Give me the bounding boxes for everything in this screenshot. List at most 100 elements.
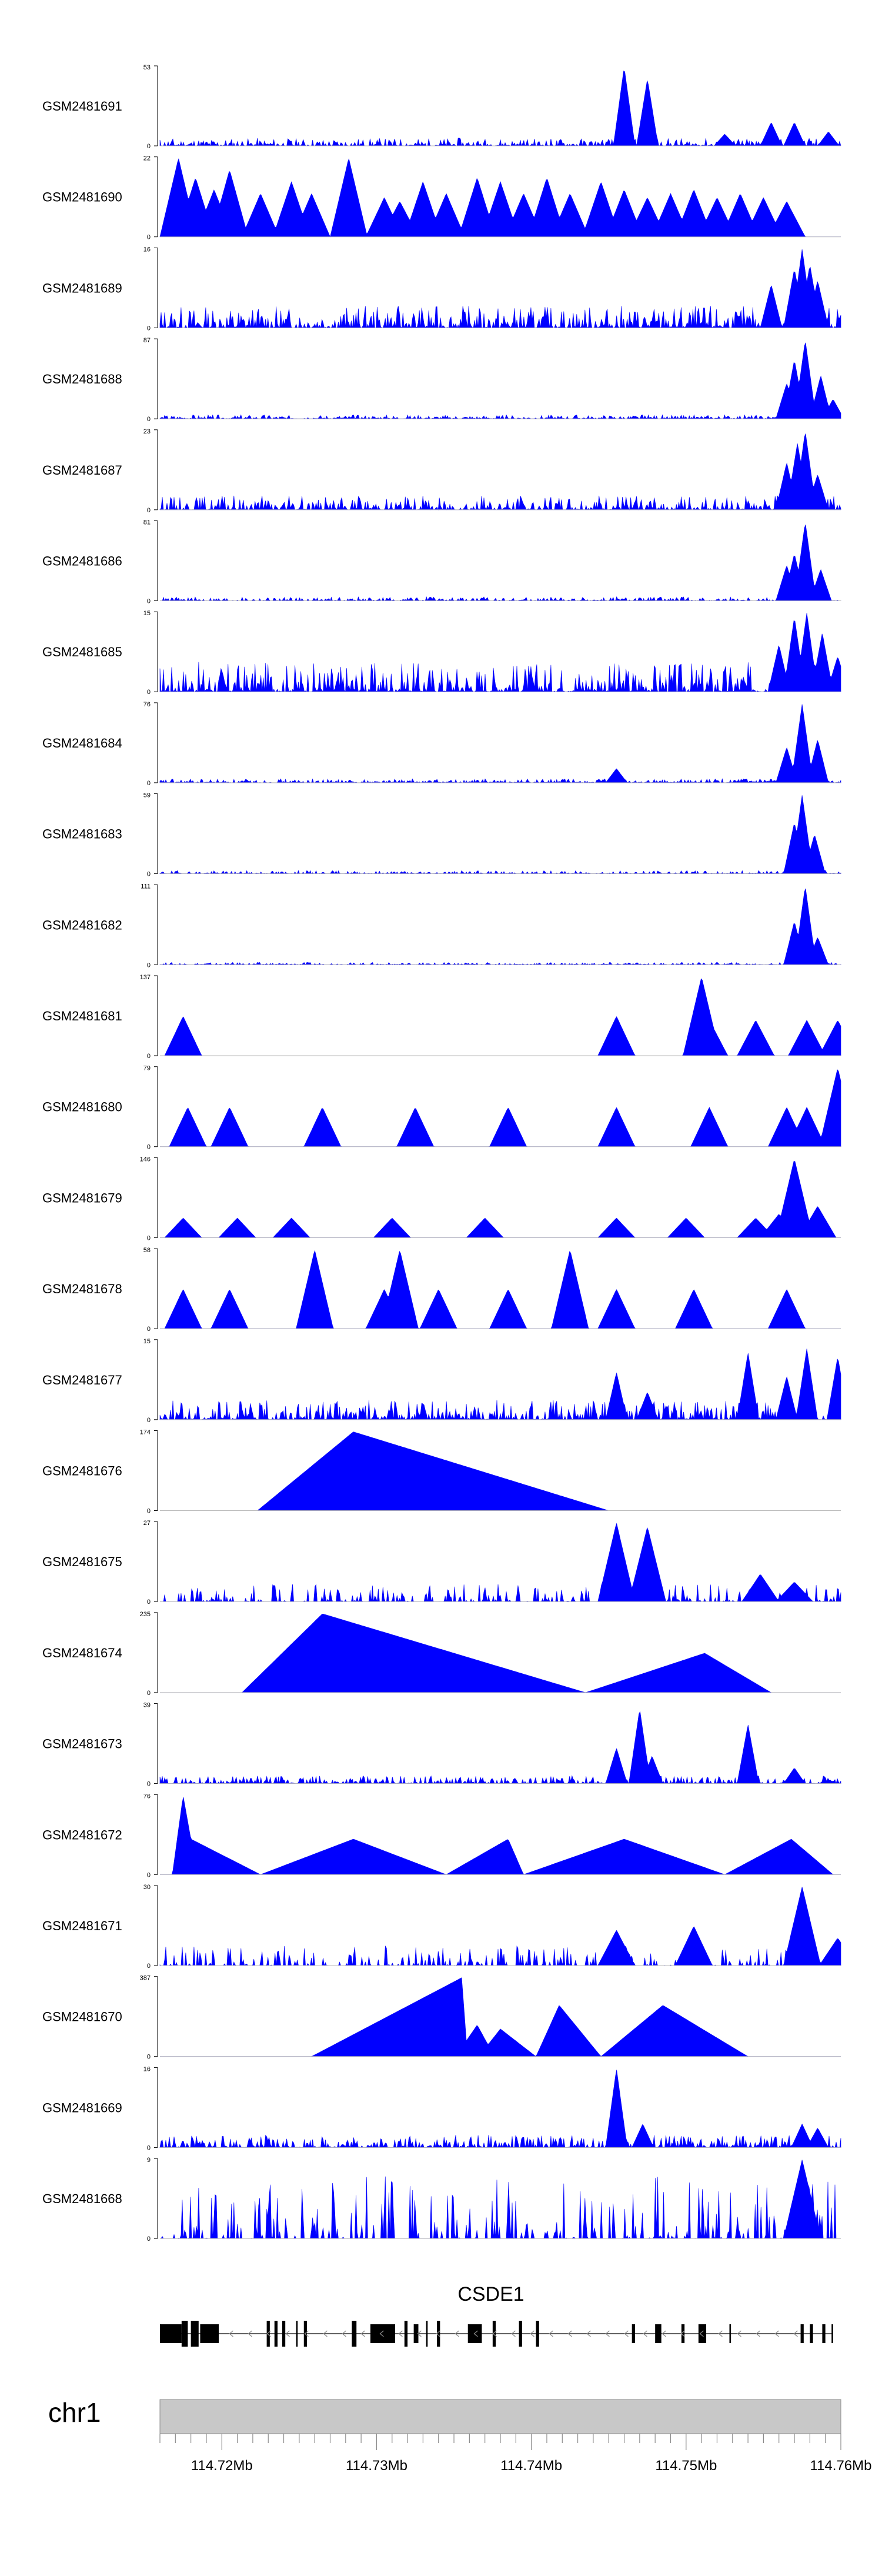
track-GSM2481671: GSM2481671 30 0 bbox=[42, 1884, 841, 1970]
exon bbox=[370, 2324, 396, 2343]
y-min-label: 0 bbox=[147, 780, 151, 787]
coverage-area bbox=[159, 795, 841, 875]
coverage-area bbox=[160, 1069, 841, 1147]
coverage-area bbox=[160, 1160, 841, 1238]
track-GSM2481684: GSM2481684 76 0 bbox=[42, 701, 841, 787]
y-max-label: 59 bbox=[143, 792, 151, 799]
strand-arrow bbox=[417, 2330, 422, 2337]
track-GSM2481673: GSM2481673 39 0 bbox=[42, 1702, 841, 1788]
exon bbox=[437, 2321, 440, 2347]
strand-arrow bbox=[624, 2330, 629, 2337]
y-max-label: 387 bbox=[140, 1975, 151, 1982]
track-GSM2481668: GSM2481668 9 0 bbox=[42, 2157, 841, 2243]
coverage-area bbox=[160, 1250, 841, 1329]
exon bbox=[467, 2324, 482, 2343]
y-max-label: 76 bbox=[143, 701, 151, 708]
coverage-area bbox=[159, 613, 841, 693]
y-max-label: 81 bbox=[143, 519, 151, 526]
strand-arrow bbox=[511, 2330, 516, 2337]
gene-model: CSDE1 bbox=[160, 2283, 833, 2347]
exon bbox=[536, 2321, 539, 2347]
strand-arrow bbox=[567, 2330, 572, 2337]
track-GSM2481685: GSM2481685 15 0 bbox=[42, 610, 841, 696]
coverage-area bbox=[160, 1523, 841, 1603]
coverage-area bbox=[159, 1349, 841, 1420]
y-max-label: 58 bbox=[143, 1247, 151, 1254]
coverage-area bbox=[159, 2070, 841, 2148]
strand-arrow bbox=[680, 2330, 685, 2337]
track-label: GSM2481690 bbox=[42, 190, 122, 205]
track-label: GSM2481683 bbox=[42, 827, 122, 842]
y-min-label: 0 bbox=[147, 598, 151, 605]
track-label: GSM2481669 bbox=[42, 2100, 122, 2115]
exon bbox=[492, 2321, 496, 2347]
track-label: GSM2481677 bbox=[42, 1373, 122, 1387]
track-label: GSM2481668 bbox=[42, 2191, 122, 2206]
y-max-label: 235 bbox=[140, 1611, 151, 1618]
track-label: GSM2481674 bbox=[42, 1646, 122, 1660]
track-label: GSM2481686 bbox=[42, 554, 122, 569]
track-label: GSM2481679 bbox=[42, 1190, 122, 1205]
y-max-label: 146 bbox=[140, 1156, 151, 1163]
strand-arrow bbox=[323, 2330, 328, 2337]
strand-arrow bbox=[248, 2330, 252, 2337]
exon bbox=[831, 2324, 833, 2343]
y-max-label: 111 bbox=[141, 883, 151, 890]
chromosome-axis: chr1 114.72Mb 114.73Mb 114.74Mb 114.75Mb 114… bbox=[48, 2397, 871, 2474]
coverage-area bbox=[159, 249, 841, 329]
strand-arrow bbox=[756, 2330, 760, 2337]
track-GSM2481682: GSM2481682 111 0 bbox=[42, 883, 841, 969]
exon bbox=[822, 2324, 826, 2343]
strand-arrow bbox=[605, 2330, 610, 2337]
y-min-label: 0 bbox=[147, 143, 151, 150]
track-GSM2481691: GSM2481691 53 0 bbox=[42, 64, 841, 150]
y-min-label: 0 bbox=[147, 1599, 151, 1606]
exon bbox=[810, 2324, 813, 2343]
track-label: GSM2481689 bbox=[42, 281, 122, 295]
track-label: GSM2481671 bbox=[42, 1918, 122, 1933]
strand-arrow bbox=[436, 2330, 440, 2337]
exon bbox=[632, 2324, 635, 2343]
strand-arrow bbox=[718, 2330, 723, 2337]
y-max-label: 137 bbox=[140, 974, 151, 981]
y-max-label: 22 bbox=[143, 155, 151, 162]
exon bbox=[200, 2324, 219, 2343]
exon bbox=[274, 2321, 278, 2347]
strand-arrow bbox=[455, 2330, 459, 2337]
track-GSM2481676: GSM2481676 174 0 bbox=[42, 1429, 841, 1515]
exon bbox=[655, 2324, 662, 2343]
track-GSM2481672: GSM2481672 76 0 bbox=[42, 1793, 841, 1878]
strand-arrow bbox=[737, 2330, 741, 2337]
x-tick-label: 114.73Mb bbox=[346, 2458, 407, 2474]
track-GSM2481681: GSM2481681 137 0 bbox=[42, 974, 841, 1060]
y-min-label: 0 bbox=[147, 1053, 151, 1060]
track-label: GSM2481673 bbox=[42, 1737, 122, 1751]
x-tick-label: 114.72Mb bbox=[191, 2458, 253, 2474]
track-GSM2481680: GSM2481680 79 0 bbox=[42, 1065, 841, 1151]
track-GSM2481690: GSM2481690 22 0 bbox=[42, 155, 841, 241]
chromosome-label: chr1 bbox=[48, 2397, 101, 2428]
track-label: GSM2481687 bbox=[42, 463, 122, 478]
exon bbox=[413, 2324, 419, 2343]
y-min-label: 0 bbox=[147, 962, 151, 969]
coverage-area bbox=[160, 978, 841, 1056]
coverage-area bbox=[159, 524, 841, 602]
y-max-label: 27 bbox=[143, 1520, 151, 1527]
exon bbox=[181, 2321, 188, 2347]
y-max-label: 174 bbox=[140, 1429, 151, 1436]
y-min-label: 0 bbox=[147, 871, 151, 878]
y-max-label: 39 bbox=[143, 1702, 151, 1709]
y-min-label: 0 bbox=[147, 416, 151, 423]
exon bbox=[519, 2321, 522, 2347]
strand-arrow bbox=[379, 2330, 384, 2337]
strand-arrow bbox=[643, 2330, 647, 2337]
ideogram-bar bbox=[159, 2399, 841, 2434]
y-min-label: 0 bbox=[147, 2144, 151, 2151]
track-GSM2481679: GSM2481679 146 0 bbox=[42, 1156, 841, 1242]
exon bbox=[729, 2324, 731, 2343]
x-tick-label: 114.74Mb bbox=[500, 2458, 562, 2474]
strand-arrow bbox=[229, 2330, 233, 2337]
tracks-layer: GSM2481691530GSM2481690220GSM2481689160G… bbox=[42, 64, 841, 2243]
track-label: GSM2481681 bbox=[42, 1009, 122, 1023]
y-min-label: 0 bbox=[147, 1963, 151, 1970]
